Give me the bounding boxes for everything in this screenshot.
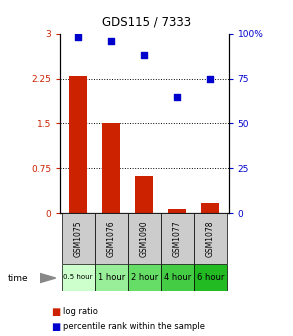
Bar	[95, 264, 128, 291]
Text: 6 hour: 6 hour	[197, 273, 224, 282]
Point	[175, 94, 180, 99]
Bar	[135, 176, 154, 213]
Bar	[161, 213, 194, 264]
Text: percentile rank within the sample: percentile rank within the sample	[63, 322, 205, 331]
Bar	[128, 264, 161, 291]
Text: GSM1078: GSM1078	[206, 220, 215, 257]
Bar	[201, 203, 219, 213]
Point	[142, 52, 147, 58]
Text: ■: ■	[51, 307, 61, 317]
Text: ■: ■	[51, 322, 61, 332]
Text: time: time	[7, 274, 28, 283]
Text: 1 hour: 1 hour	[98, 273, 125, 282]
Point	[208, 76, 213, 81]
Bar	[168, 209, 186, 213]
Text: 0.5 hour: 0.5 hour	[64, 274, 93, 280]
Bar	[194, 264, 227, 291]
Polygon shape	[40, 274, 56, 283]
Bar	[194, 213, 227, 264]
Bar	[69, 76, 87, 213]
Bar	[102, 123, 120, 213]
Bar	[95, 213, 128, 264]
Bar	[128, 213, 161, 264]
Point	[109, 38, 114, 43]
Text: GSM1076: GSM1076	[107, 220, 116, 257]
Point	[76, 35, 81, 40]
Text: 2 hour: 2 hour	[131, 273, 158, 282]
Text: log ratio: log ratio	[63, 307, 98, 316]
Text: 4 hour: 4 hour	[164, 273, 191, 282]
Text: GDS115 / 7333: GDS115 / 7333	[102, 15, 191, 28]
Text: GSM1090: GSM1090	[140, 220, 149, 257]
Bar	[62, 213, 95, 264]
Text: GSM1077: GSM1077	[173, 220, 182, 257]
Bar	[161, 264, 194, 291]
Text: GSM1075: GSM1075	[74, 220, 83, 257]
Bar	[62, 264, 95, 291]
